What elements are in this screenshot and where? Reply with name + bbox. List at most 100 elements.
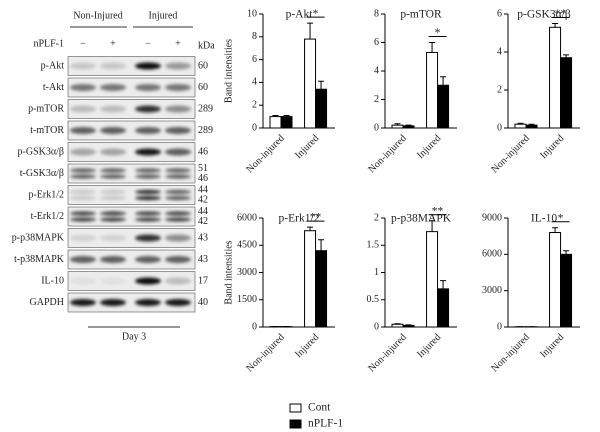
y-tick-label: 9000 — [482, 212, 502, 223]
band — [165, 84, 191, 91]
chart-title: p-Erk1/2 — [279, 213, 320, 225]
blot-strip — [67, 249, 196, 270]
y-tick-label: 4 — [374, 65, 379, 76]
treatment-label: nPLF-1 — [33, 38, 64, 49]
y-tick-label: 3000 — [482, 285, 502, 296]
blot-strip — [67, 77, 196, 98]
y-tick-label: 6 — [374, 37, 379, 48]
band — [70, 277, 96, 285]
y-tick-label: 10 — [247, 8, 257, 19]
y-axis-label: Band intensities — [223, 39, 234, 103]
x-tick-label: Non-injured — [244, 332, 286, 374]
x-tick-label: Injured — [293, 133, 321, 161]
band — [135, 62, 161, 70]
band — [100, 234, 126, 242]
band — [70, 234, 96, 242]
band — [135, 105, 161, 113]
error-bar — [405, 124, 412, 126]
band — [165, 148, 191, 156]
error-bar — [405, 324, 412, 326]
kda-label: 17 — [198, 275, 208, 286]
x-tick-label: Injured — [415, 332, 443, 360]
y-tick-label: 6000 — [237, 212, 257, 223]
error-bar — [563, 54, 570, 58]
significance: * — [558, 212, 564, 224]
bar — [549, 26, 562, 129]
band — [135, 189, 161, 195]
bar — [391, 323, 404, 328]
band — [135, 211, 161, 216]
significance: * — [435, 27, 441, 39]
band — [70, 211, 96, 216]
error-bar — [563, 250, 570, 255]
kda-label: 289 — [198, 125, 213, 136]
y-tick-label: 1 — [374, 267, 379, 278]
band — [70, 299, 96, 306]
legend-swatch — [289, 403, 302, 413]
row-label: p-GSK3α/β — [18, 146, 64, 157]
bar — [402, 324, 415, 328]
y-tick-label: 6 — [497, 8, 502, 19]
band — [135, 299, 161, 306]
y-tick-label: 0.5 — [367, 294, 380, 305]
kda-label: 46 — [198, 146, 208, 157]
band — [165, 277, 191, 285]
bar — [560, 57, 573, 129]
row-label: t-mTOR — [30, 125, 64, 136]
lane-mark: − — [80, 38, 86, 49]
band — [100, 127, 126, 134]
y-tick-label: 8 — [252, 31, 257, 42]
band — [70, 127, 96, 134]
bar — [426, 231, 439, 328]
band — [165, 299, 191, 306]
row-label: t-p38MAPK — [14, 254, 65, 265]
x-tick-label: Injured — [293, 332, 321, 360]
bar — [304, 230, 317, 328]
row-label: p-Akt — [41, 60, 65, 71]
band — [100, 195, 126, 201]
band — [165, 168, 191, 173]
significance: ** — [555, 8, 567, 20]
y-tick-label: 1.5 — [367, 240, 380, 251]
kda-label: 44 — [198, 184, 208, 195]
band — [100, 277, 126, 285]
lane-mark: − — [145, 38, 151, 49]
y-tick-label: 0 — [252, 321, 257, 332]
error-bar — [318, 80, 325, 90]
bar — [437, 84, 450, 129]
x-tick-label: Non-injured — [366, 332, 408, 374]
bar — [391, 124, 404, 129]
band — [70, 174, 96, 179]
band — [70, 62, 96, 70]
band — [100, 62, 126, 70]
error-bar — [283, 114, 290, 117]
band — [165, 211, 191, 216]
band — [70, 148, 96, 156]
x-tick-label: Injured — [538, 133, 566, 161]
blot-strip — [67, 163, 196, 184]
y-tick-label: 6 — [252, 54, 257, 65]
group-label: Injured — [149, 10, 178, 21]
kda-label: 43 — [198, 254, 208, 265]
band — [70, 217, 96, 222]
bar — [525, 124, 538, 129]
row-label: p-Erk1/2 — [28, 189, 64, 200]
band — [100, 256, 126, 263]
row-label: p-mTOR — [28, 103, 64, 114]
kda-unit: kDa — [198, 40, 215, 51]
band — [165, 234, 191, 242]
y-tick-label: 4 — [497, 46, 502, 57]
chart-title: p-mTOR — [400, 9, 442, 21]
band — [100, 189, 126, 195]
band — [165, 127, 191, 134]
band — [135, 127, 161, 134]
error-bar — [440, 280, 447, 289]
blot-strip — [67, 271, 196, 291]
row-label: GAPDH — [30, 297, 64, 308]
band — [135, 84, 161, 91]
y-tick-label: 8 — [374, 8, 379, 19]
band — [135, 256, 161, 263]
kda-label: 60 — [198, 82, 208, 93]
x-tick-label: Non-injured — [366, 133, 408, 175]
